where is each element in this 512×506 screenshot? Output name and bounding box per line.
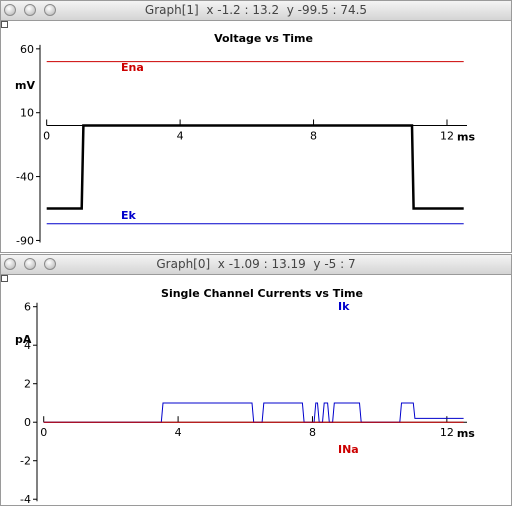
- x-tick-label: 8: [310, 129, 317, 142]
- x-tick-label: 4: [175, 426, 182, 439]
- window-menu-box[interactable]: [1, 21, 8, 28]
- zoom-button[interactable]: [44, 258, 56, 270]
- series-label: INa: [338, 443, 359, 456]
- window-menu-box[interactable]: [1, 275, 8, 282]
- x-tick-label: 0: [40, 426, 47, 439]
- y-tick-label: -2: [20, 455, 31, 468]
- y-axis-label: pA: [15, 333, 32, 346]
- graph-window-1[interactable]: Graph[1] x -1.2 : 13.2 y -99.5 : 74.5 Vo…: [0, 0, 512, 253]
- y-tick-label: 2: [24, 378, 31, 391]
- x-tick-label: 0: [43, 129, 50, 142]
- minimize-button[interactable]: [24, 4, 36, 16]
- series-line: [46, 124, 464, 210]
- title-bar[interactable]: Graph[0] x -1.09 : 13.19 y -5 : 7: [1, 255, 511, 275]
- y-tick-label: 0: [24, 416, 31, 429]
- y-tick-label: -90: [16, 234, 34, 247]
- series-label: Ek: [121, 209, 137, 222]
- series-label: Ik: [338, 300, 350, 313]
- x-axis-label: ms: [457, 427, 475, 440]
- zoom-button[interactable]: [44, 4, 56, 16]
- y-tick-label: 6: [24, 301, 31, 314]
- y-tick-label: 60: [20, 43, 34, 56]
- title-bar[interactable]: Graph[1] x -1.2 : 13.2 y -99.5 : 74.5: [1, 1, 511, 21]
- series-label: Ena: [121, 61, 144, 74]
- x-tick-label: 12: [440, 129, 454, 142]
- chart-title: Voltage vs Time: [214, 32, 313, 45]
- x-tick-label: 12: [440, 426, 454, 439]
- y-tick-label: -40: [16, 171, 34, 184]
- x-tick-label: 4: [177, 129, 184, 142]
- close-button[interactable]: [4, 258, 16, 270]
- minimize-button[interactable]: [24, 258, 36, 270]
- close-button[interactable]: [4, 4, 16, 16]
- current-plot[interactable]: Single Channel Currents vs Time 6 4 2 0 -2 -4 p…: [1, 275, 511, 506]
- y-tick-label: -4: [20, 493, 31, 506]
- x-axis-label: ms: [457, 130, 475, 143]
- chart-title: Single Channel Currents vs Time: [161, 287, 363, 300]
- graph-window-0[interactable]: Graph[0] x -1.09 : 13.19 y -5 : 7 Single…: [0, 254, 512, 506]
- y-axis-label: mV: [15, 79, 35, 92]
- x-tick-label: 8: [309, 426, 316, 439]
- window-title: Graph[1] x -1.2 : 13.2 y -99.5 : 74.5: [144, 3, 368, 17]
- y-tick-label: 10: [20, 107, 34, 120]
- window-title: Graph[0] x -1.09 : 13.19 y -5 : 7: [156, 257, 356, 271]
- y-tick-label: 4: [24, 339, 31, 352]
- series-line: [43, 402, 464, 423]
- voltage-plot[interactable]: Voltage vs Time 60 10 -40 -90 mV 0 4 8 12 ms Ena Ek: [1, 21, 511, 253]
